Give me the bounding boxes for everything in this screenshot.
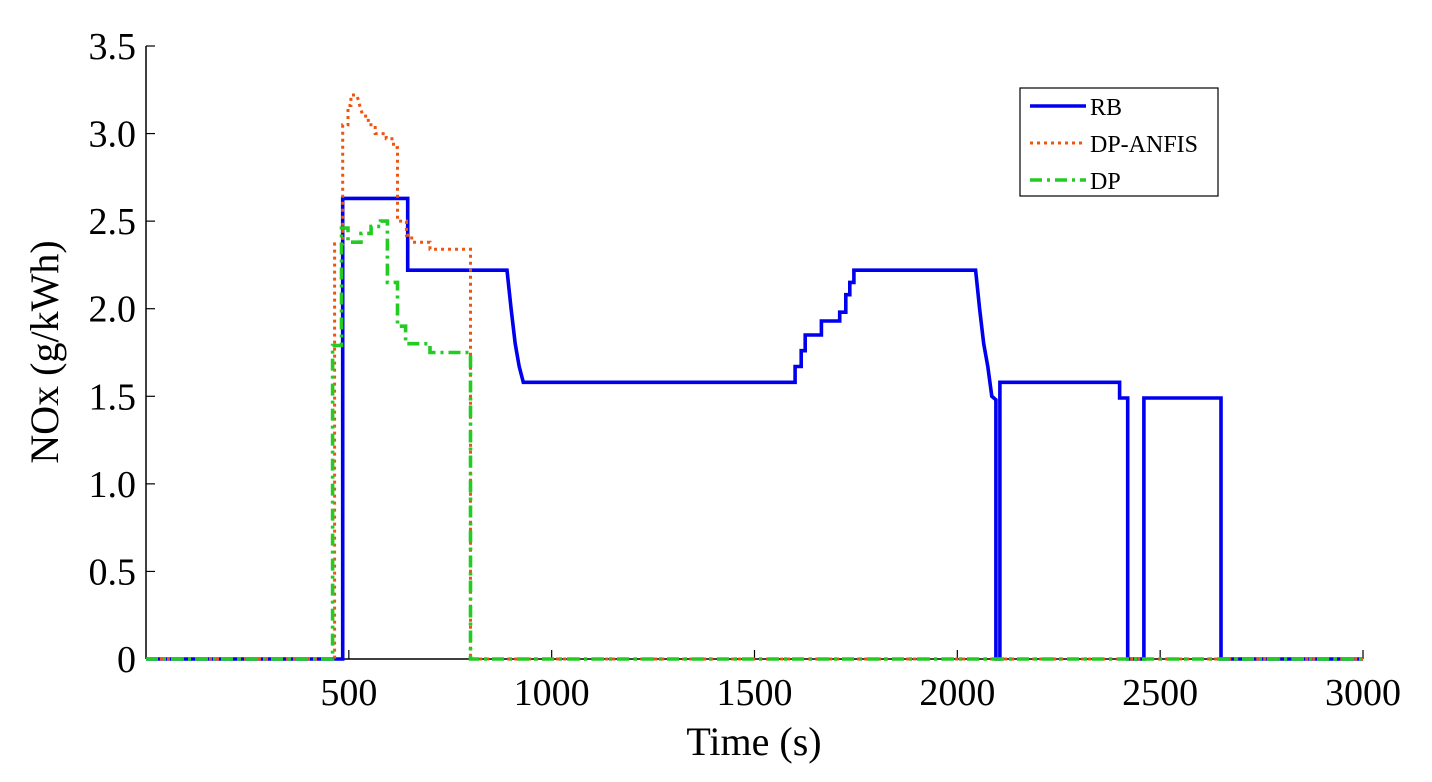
y-tick-label: 3.5 xyxy=(89,26,137,68)
x-tick-label: 3000 xyxy=(1325,672,1401,714)
plot-area: 0 0.5 1.0 1.5 2.0 2.5 3.0 3.5 500 1000 1500 2000 25… xyxy=(89,26,1402,714)
y-tick-label: 1.0 xyxy=(89,464,137,506)
legend-label-rb: RB xyxy=(1090,95,1122,121)
y-tick-label: 0.5 xyxy=(89,551,137,593)
legend-label-dp: DP xyxy=(1090,169,1121,195)
y-tick-label: 0 xyxy=(117,639,136,681)
y-ticks: 0 0.5 1.0 1.5 2.0 2.5 3.0 3.5 xyxy=(89,26,155,681)
y-axis-title: NOx (g/kWh) xyxy=(22,240,67,463)
y-tick-label: 1.5 xyxy=(89,376,137,418)
legend-label-dp-anfis: DP-ANFIS xyxy=(1090,132,1198,158)
x-tick-label: 2000 xyxy=(919,672,995,714)
x-tick-label: 1000 xyxy=(514,672,590,714)
series-lines xyxy=(146,93,1363,661)
y-tick-label: 2.5 xyxy=(89,201,137,243)
x-axis-title: Time (s) xyxy=(686,719,821,764)
series-line-rb xyxy=(146,196,1363,661)
x-ticks: 500 1000 1500 2000 2500 3000 xyxy=(320,650,1401,714)
legend: RB DP-ANFIS DP xyxy=(1019,87,1219,197)
legend-entries: RB DP-ANFIS DP xyxy=(1030,95,1198,195)
y-tick-label: 2.0 xyxy=(89,289,137,331)
x-tick-label: 500 xyxy=(320,672,377,714)
x-tick-label: 1500 xyxy=(717,672,793,714)
y-tick-label: 3.0 xyxy=(89,114,137,156)
series-line-dp xyxy=(146,219,1363,661)
x-tick-label: 2500 xyxy=(1122,672,1198,714)
series-line-dp-anfis xyxy=(146,93,1363,661)
